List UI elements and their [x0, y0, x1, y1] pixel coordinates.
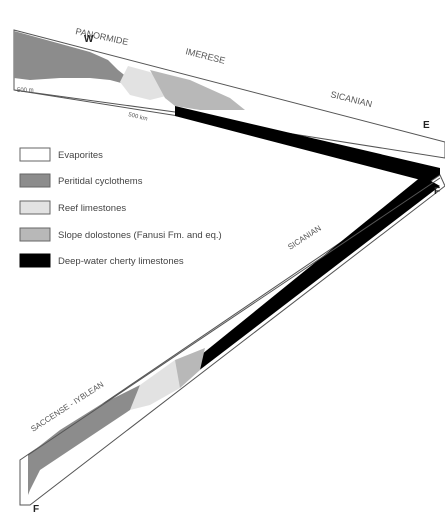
compass-west-label: W — [84, 34, 94, 45]
scale-horizontal-label: 500 km — [128, 112, 149, 123]
upper-section-base — [13, 89, 176, 113]
lower-deep-water-limestones — [170, 176, 440, 385]
upper-reef-limestones — [120, 66, 170, 100]
lower-reef-limestones — [130, 360, 180, 410]
domain-label-sicanian-lower: SICANIAN — [286, 223, 323, 251]
lower-peritidal-cyclothems — [28, 385, 140, 495]
domain-label-sicanian-upper: SICANIAN — [330, 89, 374, 109]
lower-section-top-line — [27, 177, 441, 456]
legend-label-deep-water-limestones: Deep-water cherty limestones — [58, 256, 184, 267]
legend-label-slope-dolostones: Slope dolostones (Fanusi Fm. and eq.) — [58, 230, 222, 241]
legend-label-peritidal-cyclothems: Peritidal cyclothems — [58, 176, 143, 187]
domain-label-panormide: PANORMIDE — [75, 26, 130, 47]
legend-swatch-peritidal-cyclothems — [19, 173, 51, 188]
legend: Evaporites Peritidal cyclothems Reef lim… — [19, 147, 222, 268]
legend-label-evaporites: Evaporites — [58, 150, 103, 161]
legend-swatch-reef-limestones — [19, 200, 51, 215]
compass-east-label: E — [423, 120, 430, 131]
legend-label-reef-limestones: Reef limestones — [58, 203, 126, 214]
upper-deep-water-limestones — [175, 106, 440, 185]
scale-vertical-label: 500 m — [17, 88, 34, 94]
domain-label-imerese: IMERESE — [185, 46, 227, 66]
legend-swatch-slope-dolostones — [19, 227, 51, 242]
lower-end-label: F — [33, 504, 39, 515]
legend-swatch-evaporites — [19, 147, 51, 162]
apex-label: F — [434, 186, 440, 197]
lower-section — [19, 174, 445, 506]
upper-slope-dolostones — [150, 70, 245, 110]
upper-peritidal-cyclothems — [14, 31, 128, 84]
upper-section — [13, 29, 445, 185]
legend-swatch-deep-water-limestones — [19, 253, 51, 268]
